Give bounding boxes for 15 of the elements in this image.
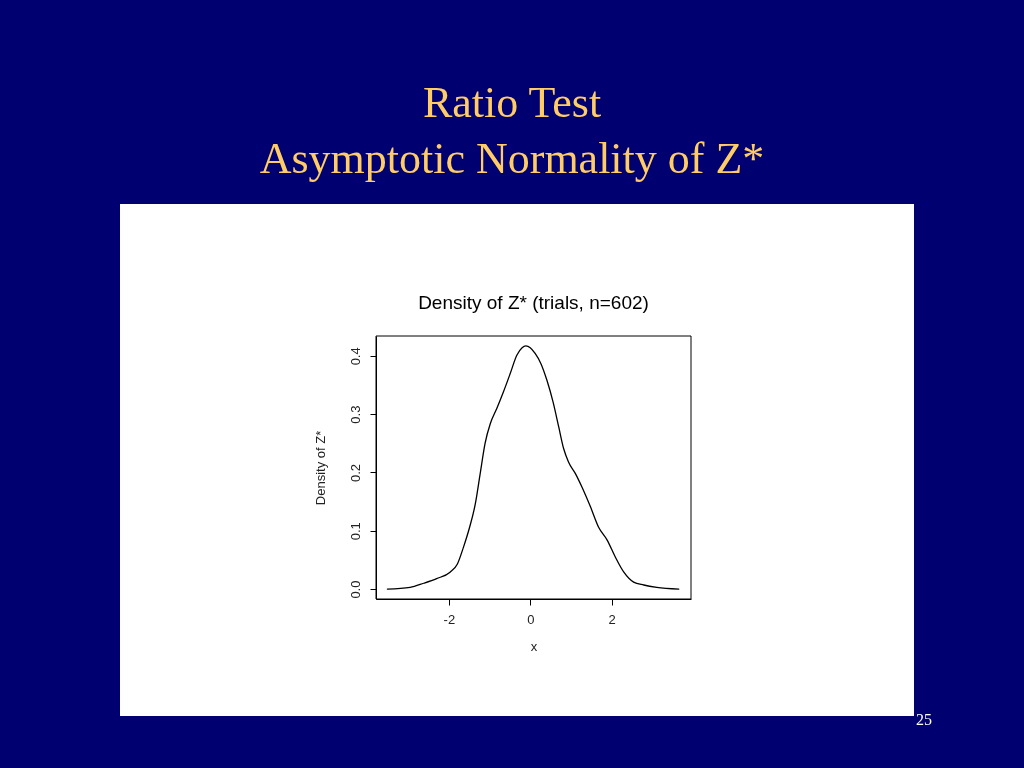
chart-title: Ratio Test: [422, 78, 602, 127]
x-tick-label: 2: [608, 611, 616, 627]
text: Density of Z* (trials, n=602): [418, 292, 649, 313]
y-tick-label: 0.0: [347, 580, 363, 599]
y-tick-label: 0.4: [347, 347, 363, 366]
text: 25: [916, 711, 932, 728]
chart-subtitle: Asymptotic Normality of Z*: [259, 134, 765, 183]
y-axis-title: Density of Z*: [312, 430, 328, 506]
y-tick-label: 0.1: [347, 522, 363, 541]
y-tick-label: 0.3: [347, 405, 363, 424]
y-tick-label: 0.2: [347, 463, 363, 482]
line-series: [386, 345, 680, 590]
x-tick-label: 0: [527, 611, 535, 627]
x-axis-title: x: [530, 638, 538, 654]
x-tick-label: -2: [443, 611, 456, 627]
